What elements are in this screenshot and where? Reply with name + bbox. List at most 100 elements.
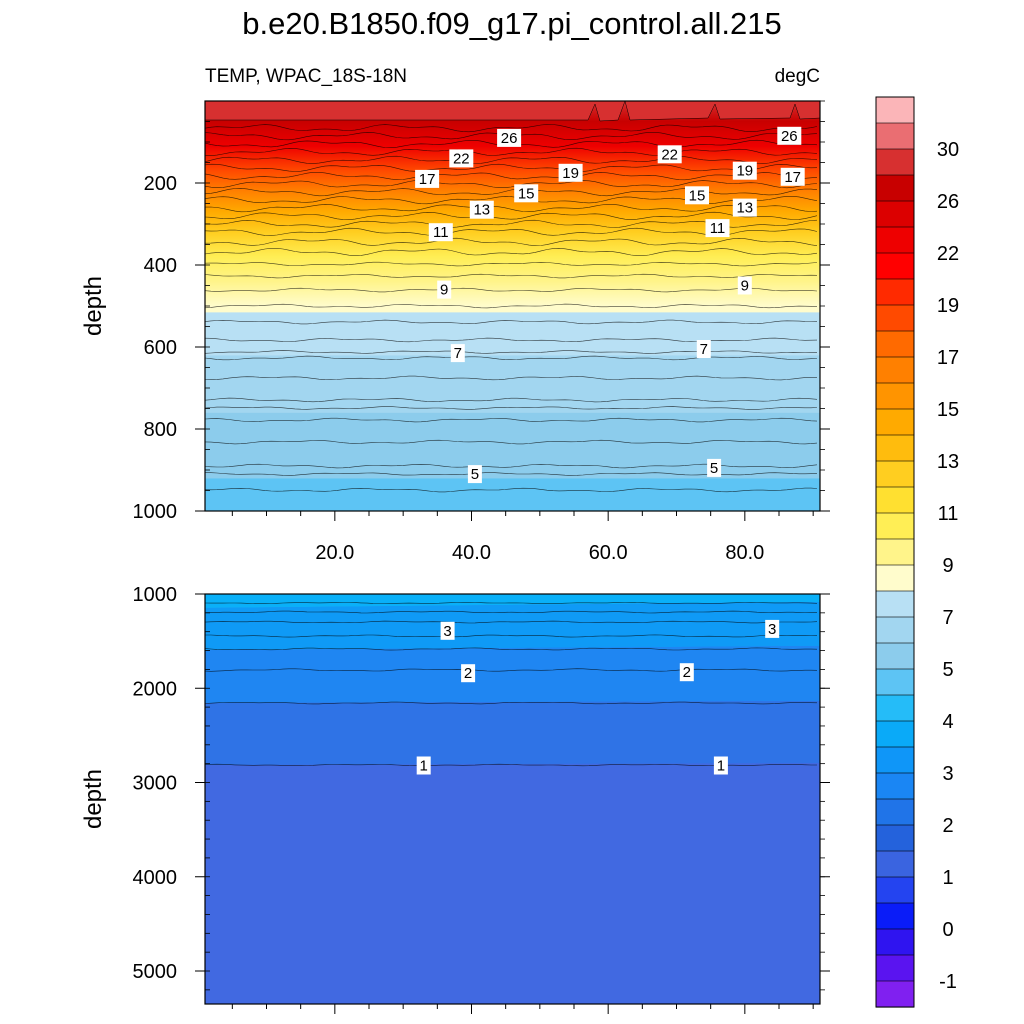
contour-label: 19	[562, 165, 579, 182]
colorbar-frame	[875, 96, 915, 1008]
lower-band-top	[205, 594, 820, 608]
contour-label: 5	[471, 466, 479, 483]
colorbar-swatch	[875, 408, 915, 436]
contour-label-box	[713, 756, 728, 775]
lower-isoline	[204, 668, 818, 672]
colorbar-tick-label: 1	[942, 867, 953, 889]
upper-y-axis-label: depth	[80, 276, 107, 336]
lower-isoline	[204, 620, 818, 624]
lower-contour-labels: 3 3 2 2 1 1	[416, 619, 780, 775]
colorbar-swatch	[875, 980, 915, 1008]
colorbar-swatch	[875, 590, 915, 618]
contour-label: 17	[784, 169, 801, 186]
contour-label: 15	[518, 185, 535, 202]
lower-y-axis: 1000 2000 3000 4000 5000	[133, 584, 830, 991]
upper-isoline	[204, 487, 818, 493]
upper-isoline	[204, 287, 818, 293]
lower-panel: 3 3 2 2 1 1 1000 2000 3000 4000 5000 depth	[80, 584, 830, 1014]
upper-isoline	[204, 211, 818, 221]
y-tick-label: 400	[144, 255, 177, 277]
upper-isoline	[204, 147, 818, 157]
y-tick-label: 1000	[133, 501, 178, 523]
contour-label-box	[461, 664, 476, 683]
colorbar-swatch	[875, 96, 915, 124]
contour-label: 11	[433, 224, 449, 241]
colorbar-swatch	[875, 512, 915, 540]
colorbar-swatch	[875, 122, 915, 150]
y-tick-label: 5000	[133, 961, 178, 983]
contour-label-box	[558, 163, 583, 182]
colorbar-tick-label: 17	[937, 347, 959, 369]
contour-label: 5	[710, 460, 718, 477]
contour-label-box	[765, 619, 780, 638]
upper-isoline	[204, 303, 818, 309]
contour-label-box	[450, 344, 465, 363]
lower-band-4to3	[205, 602, 820, 650]
y-tick-label: 800	[144, 419, 177, 441]
upper-isoline	[204, 155, 818, 165]
y-tick-label: 1000	[133, 584, 178, 606]
colorbar-swatch	[875, 954, 915, 982]
colorbar-swatch	[875, 486, 915, 514]
colorbar-swatch	[875, 382, 915, 410]
contour-label: 1	[420, 758, 428, 775]
colorbar-tick-label: 5	[942, 659, 953, 681]
contour-label: 19	[736, 163, 753, 180]
contour-label-box	[780, 167, 805, 186]
upper-isoline	[204, 124, 818, 133]
upper-y-axis: 200 400 600 800 1000	[133, 100, 830, 523]
colorbar-swatch	[875, 694, 915, 722]
contour-label-box	[696, 340, 711, 358]
colorbar-swatch	[875, 720, 915, 748]
colorbar-swatch	[875, 174, 915, 202]
colorbar-tick-label: 4	[942, 711, 953, 733]
contour-label-box	[514, 184, 539, 203]
contour-label: 17	[419, 171, 436, 188]
colorbar-swatch	[875, 876, 915, 904]
contour-label: 2	[464, 665, 472, 682]
contour-label: 7	[700, 341, 708, 358]
contour-label: 13	[473, 202, 490, 219]
colorbar-swatch	[875, 642, 915, 670]
contour-label-box	[737, 276, 752, 295]
colorbar-tick-label: -1	[939, 971, 957, 993]
x-tick-label: 40.0	[452, 542, 491, 564]
upper-isoline	[204, 397, 818, 403]
upper-isoline	[204, 375, 817, 381]
upper-contour-labels: 26 26 22 22 19 19 17 17 15 15 13 13 11 11 9 9 7 7 5 5	[415, 126, 805, 484]
contour-label: 3	[443, 623, 451, 640]
colorbar	[875, 96, 915, 1008]
colorbar-swatch	[875, 434, 915, 462]
upper-isoline	[204, 237, 818, 247]
contour-label: 22	[661, 146, 678, 163]
contour-label-box	[777, 126, 802, 145]
contour-label: 11	[710, 220, 726, 237]
lower-isoline	[204, 610, 817, 614]
upper-isoline	[204, 187, 818, 197]
upper-isoline	[204, 204, 818, 213]
colorbar-swatch	[875, 616, 915, 644]
colorbar-tick-label: 13	[937, 451, 959, 473]
upper-isoline	[204, 196, 818, 205]
upper-isoline	[204, 163, 818, 173]
colorbar-swatch	[875, 278, 915, 306]
colorbar-swatch	[875, 928, 915, 956]
colorbar-tick-label: 26	[937, 191, 959, 213]
upper-isoline	[204, 172, 818, 181]
lower-band-2to1	[205, 701, 820, 765]
upper-panel: 26 26 22 22 19 19 17 17 15 15 13 13 11 11 9 9 7 7 5 5 200 40…	[80, 100, 830, 564]
chart-title: b.e20.B1850.f09_g17.pi_control.all.215	[242, 6, 782, 41]
contour-label: 15	[689, 187, 706, 204]
upper-isoline	[204, 179, 818, 189]
colorbar-tick-label: 19	[937, 295, 959, 317]
x-tick-label: 80.0	[725, 542, 764, 564]
colorbar-swatch	[875, 356, 915, 384]
x-tick-label: 60.0	[589, 542, 628, 564]
y-tick-label: 3000	[133, 773, 178, 795]
upper-isoline	[204, 439, 818, 445]
contour-label: 2	[683, 664, 691, 681]
upper-contour-lines	[204, 124, 818, 493]
chart-subtitle-left: TEMP, WPAC_18S-18N	[205, 66, 407, 87]
colorbar-swatch	[875, 200, 915, 228]
lower-isoline	[204, 647, 818, 651]
